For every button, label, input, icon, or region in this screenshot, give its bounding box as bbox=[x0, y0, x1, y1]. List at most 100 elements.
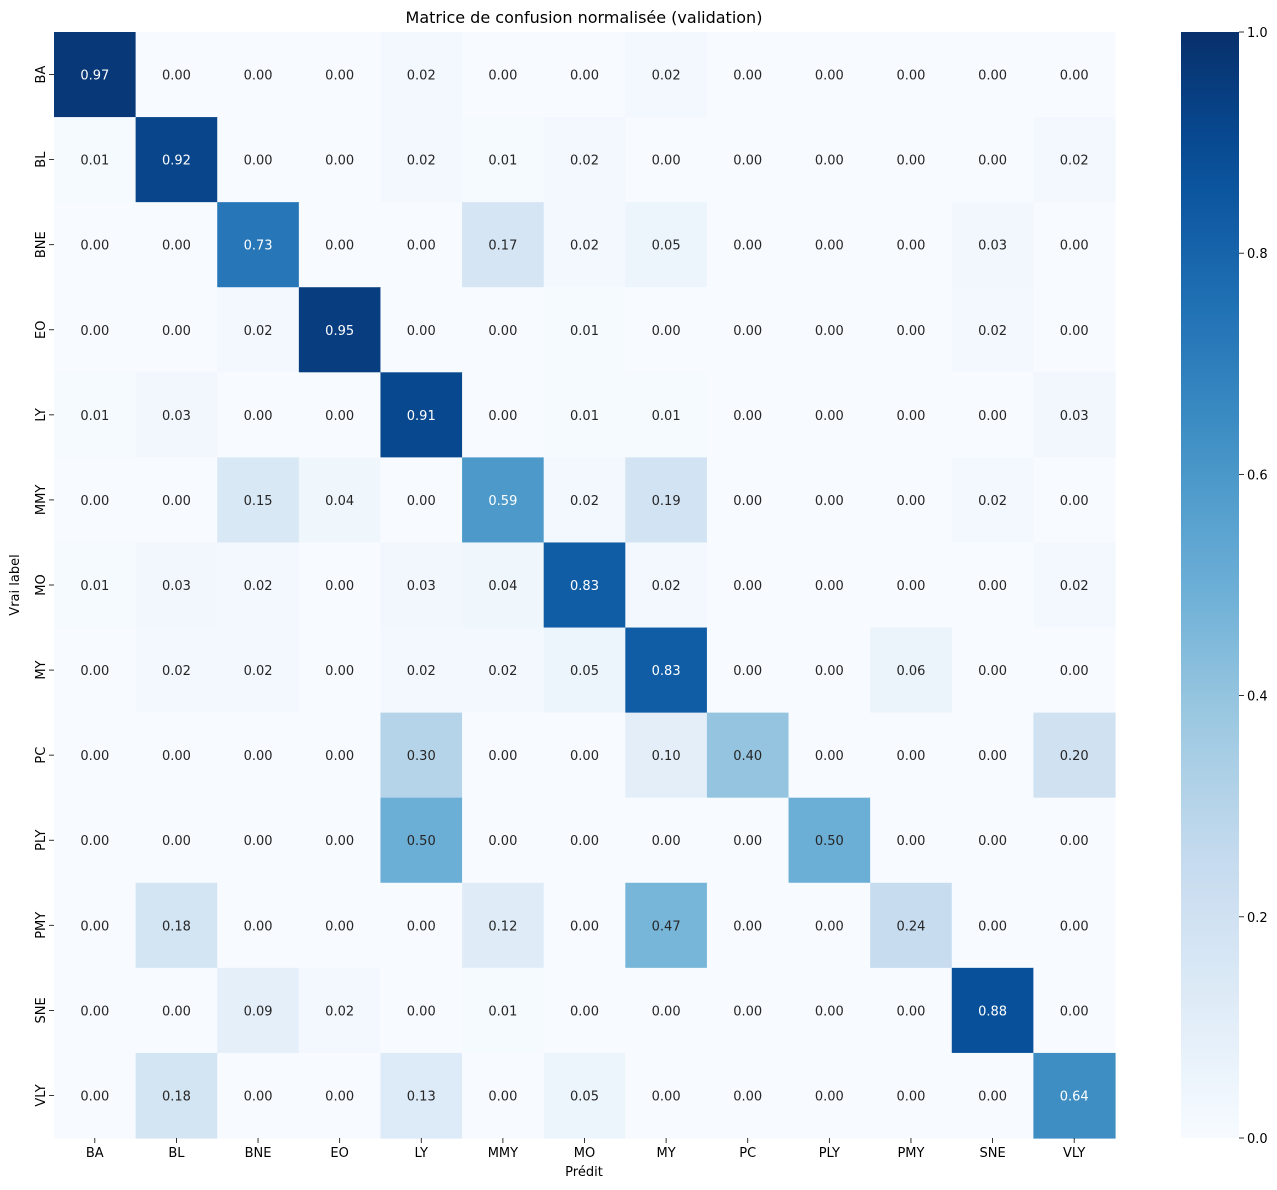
cell-value-label: 0.00 bbox=[244, 749, 273, 764]
heatmap-cell bbox=[706, 202, 790, 288]
cell-value-label: 0.03 bbox=[978, 239, 1007, 254]
heatmap-cell bbox=[543, 457, 626, 544]
cell-value-label: 0.00 bbox=[80, 749, 109, 764]
cell-value-label: 0.05 bbox=[570, 664, 599, 679]
y-tick-label: MO bbox=[34, 574, 49, 595]
cell-value-label: 0.00 bbox=[162, 324, 191, 339]
cell-value-label: 0.00 bbox=[896, 409, 925, 424]
x-tick-label: PC bbox=[739, 1146, 756, 1161]
cell-value-label: 0.01 bbox=[488, 1004, 517, 1019]
heatmap-cell bbox=[543, 627, 626, 714]
heatmap-cell bbox=[298, 457, 382, 544]
cell-value-label: 0.00 bbox=[652, 1089, 681, 1104]
y-tick-label: PMY bbox=[34, 912, 49, 939]
cell-value-label: 0.91 bbox=[407, 409, 436, 424]
heatmap-cell bbox=[625, 202, 708, 288]
cell-value-label: 0.00 bbox=[407, 1004, 436, 1019]
heatmap-cell bbox=[788, 287, 871, 373]
cell-value-label: 0.00 bbox=[570, 919, 599, 934]
colorbar: 0.0 0.2 0.4 0.6 0.8 1.0 bbox=[1181, 26, 1268, 1147]
cell-value-label: 0.00 bbox=[1060, 919, 1089, 934]
heatmap-cell bbox=[298, 202, 382, 288]
cell-value-label: 0.00 bbox=[1060, 664, 1089, 679]
cell-value-label: 0.05 bbox=[570, 1089, 599, 1104]
cell-value-label: 0.00 bbox=[570, 834, 599, 849]
heatmap-cell bbox=[706, 117, 790, 203]
x-tick-label: MO bbox=[574, 1146, 595, 1161]
cell-value-label: 0.00 bbox=[733, 154, 762, 169]
cell-value-label: 0.00 bbox=[488, 324, 517, 339]
cell-value-label: 0.00 bbox=[325, 579, 354, 594]
heatmap-cell bbox=[951, 202, 1034, 288]
cell-value-label: 0.00 bbox=[162, 749, 191, 764]
cell-value-label: 0.01 bbox=[80, 579, 109, 594]
heatmap-cell bbox=[380, 32, 463, 118]
colorbar-tick-label: 0.8 bbox=[1247, 247, 1268, 262]
cell-value-label: 0.00 bbox=[815, 919, 844, 934]
cell-value-label: 0.00 bbox=[733, 69, 762, 84]
heatmap-cell bbox=[135, 372, 218, 458]
heatmap-cell bbox=[135, 117, 218, 203]
cell-value-label: 0.12 bbox=[488, 919, 517, 934]
cell-value-label: 0.00 bbox=[488, 409, 517, 424]
heatmap-cell bbox=[788, 117, 871, 203]
cell-value-label: 0.03 bbox=[162, 579, 191, 594]
cell-value-label: 0.00 bbox=[896, 1004, 925, 1019]
heatmap-cell bbox=[951, 967, 1034, 1054]
cell-value-label: 0.17 bbox=[488, 239, 517, 254]
cell-value-label: 0.00 bbox=[488, 834, 517, 849]
cell-value-label: 0.00 bbox=[896, 579, 925, 594]
cell-value-label: 0.00 bbox=[978, 834, 1007, 849]
heatmap-cell bbox=[870, 287, 953, 373]
heatmap-cell bbox=[217, 117, 300, 203]
heatmap-cell bbox=[951, 712, 1034, 799]
heatmap-cell bbox=[54, 32, 137, 118]
heatmap-cell bbox=[217, 967, 300, 1054]
heatmap-cell bbox=[54, 797, 137, 884]
cell-value-label: 0.00 bbox=[570, 69, 599, 84]
heatmap-cell bbox=[1033, 117, 1116, 203]
heatmap-cell bbox=[625, 287, 708, 373]
cell-value-label: 0.02 bbox=[978, 494, 1007, 509]
heatmap-cell bbox=[462, 627, 545, 714]
colorbar-tick-label: 0.0 bbox=[1247, 1132, 1268, 1147]
cell-value-label: 0.02 bbox=[652, 579, 681, 594]
heatmap-cell bbox=[217, 882, 300, 969]
cell-value-label: 0.00 bbox=[80, 324, 109, 339]
heatmap-cell bbox=[298, 32, 382, 118]
heatmap-cell bbox=[706, 627, 790, 714]
cell-value-label: 0.00 bbox=[407, 324, 436, 339]
heatmap-cell bbox=[54, 712, 137, 799]
cell-value-label: 0.00 bbox=[896, 1089, 925, 1104]
cell-value-label: 0.00 bbox=[815, 69, 844, 84]
cell-value-label: 0.00 bbox=[244, 154, 273, 169]
heatmap-cell bbox=[625, 372, 708, 458]
x-tick-label: PMY bbox=[897, 1146, 924, 1161]
cell-value-label: 0.00 bbox=[815, 494, 844, 509]
heatmap-cell bbox=[380, 712, 463, 799]
cell-value-label: 0.00 bbox=[1060, 494, 1089, 509]
cell-value-label: 0.00 bbox=[733, 1089, 762, 1104]
heatmap-cell bbox=[135, 797, 218, 884]
y-axis-ticks: BA BL BNE EO LY MMY MO MY PC PLY PMY SNE VLY bbox=[34, 66, 54, 1107]
heatmap-cell bbox=[1033, 882, 1116, 969]
cell-value-label: 0.02 bbox=[570, 239, 599, 254]
y-tick-label: VLY bbox=[34, 1084, 49, 1106]
y-tick-label: BA bbox=[34, 66, 49, 84]
heatmap-cell bbox=[1033, 542, 1116, 629]
heatmap-cell bbox=[788, 627, 871, 714]
cell-value-label: 0.00 bbox=[733, 919, 762, 934]
heatmap-cell bbox=[217, 372, 300, 458]
cell-value-label: 0.05 bbox=[652, 239, 681, 254]
heatmap-cell bbox=[135, 287, 218, 373]
heatmap-cell bbox=[298, 797, 382, 884]
cell-value-label: 0.18 bbox=[162, 919, 191, 934]
heatmap-cell bbox=[135, 712, 218, 799]
cell-value-label: 0.00 bbox=[733, 494, 762, 509]
cell-value-label: 0.02 bbox=[570, 154, 599, 169]
heatmap-cell bbox=[706, 882, 790, 969]
cell-value-label: 0.83 bbox=[652, 664, 681, 679]
cell-value-label: 0.50 bbox=[815, 834, 844, 849]
heatmap-cell bbox=[788, 882, 871, 969]
